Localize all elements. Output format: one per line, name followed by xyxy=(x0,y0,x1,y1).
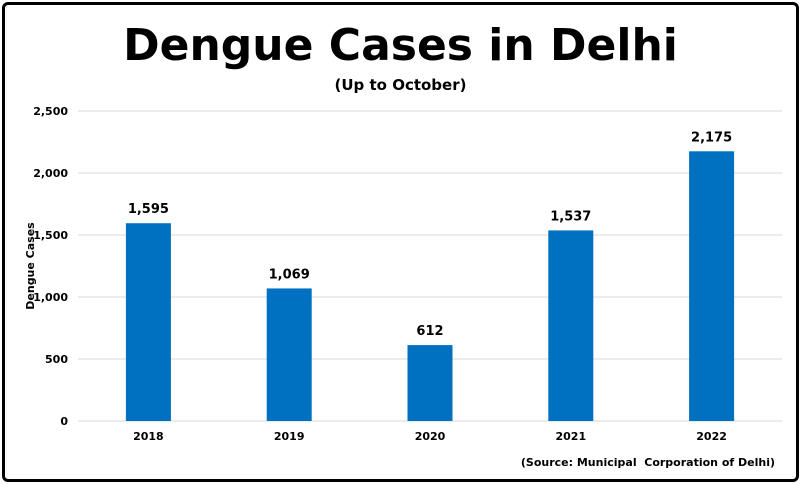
data-label-2018: 1,595 xyxy=(128,202,169,217)
bar-2018 xyxy=(125,223,171,421)
chart-title: Dengue Cases in Delhi xyxy=(123,20,678,71)
y-tick-label: 2,000 xyxy=(33,167,68,180)
y-axis-label: Dengue Cases xyxy=(24,222,37,310)
x-tick-label: 2019 xyxy=(274,430,305,443)
data-label-2019: 1,069 xyxy=(269,267,310,282)
data-label-2022: 2,175 xyxy=(691,130,732,145)
source-note: (Source: Municipal Corporation of Delhi) xyxy=(520,456,775,469)
x-tick-label: 2022 xyxy=(696,430,727,443)
y-tick-label: 1,500 xyxy=(33,229,68,242)
bar-2020 xyxy=(407,345,453,421)
y-tick-label: 500 xyxy=(45,353,68,366)
data-label-2021: 1,537 xyxy=(550,209,591,224)
bar-2022 xyxy=(689,151,735,422)
y-tick-label: 2,500 xyxy=(33,105,68,118)
bar-2019 xyxy=(266,288,312,421)
bar-2021 xyxy=(548,230,594,421)
chart-subtitle: (Up to October) xyxy=(334,76,467,94)
x-tick-label: 2018 xyxy=(133,430,164,443)
x-tick-label: 2020 xyxy=(415,430,446,443)
x-tick-label: 2021 xyxy=(555,430,586,443)
data-label-2020: 612 xyxy=(416,324,443,339)
y-tick-label: 0 xyxy=(60,415,68,428)
y-tick-label: 1,000 xyxy=(33,291,68,304)
